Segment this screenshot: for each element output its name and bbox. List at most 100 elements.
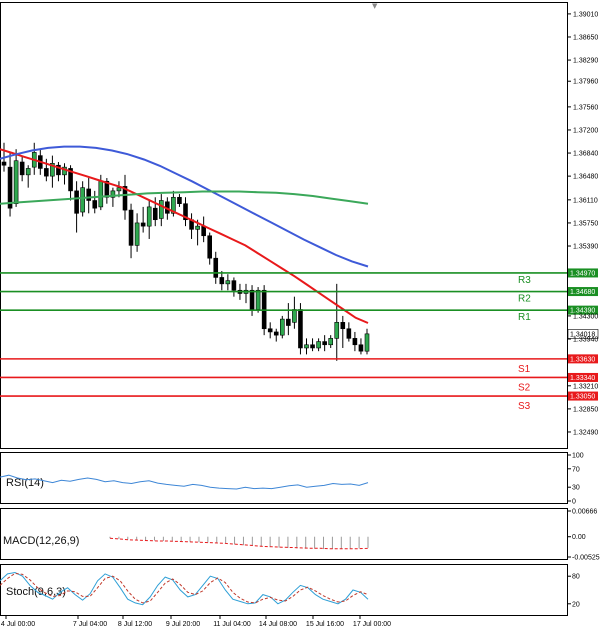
indicator-tick-label: 30 bbox=[572, 485, 580, 492]
time-tick-label: 8 Jul 12:00 bbox=[118, 621, 152, 628]
candle-body bbox=[279, 318, 285, 336]
candle-body bbox=[104, 180, 110, 198]
candle-body bbox=[286, 318, 291, 326]
candle-body bbox=[146, 206, 152, 227]
price-tick-label: 1.35390 bbox=[573, 244, 598, 251]
price-tick-label: 1.36840 bbox=[573, 151, 598, 158]
pivot-level-name: S2 bbox=[518, 382, 531, 393]
macd-panel: MACD(12,26,9) 0.00666 0.00 -0.00525 bbox=[3, 509, 600, 562]
time-tick-label: 7 Jul 04:00 bbox=[73, 621, 107, 628]
candle-body bbox=[219, 277, 225, 285]
pivot-level-price-box bbox=[568, 372, 598, 382]
indicator-tick-label: 70 bbox=[572, 466, 580, 473]
candle-body bbox=[98, 180, 104, 208]
indicator-tick-label: 20 bbox=[572, 601, 580, 608]
candle-body bbox=[56, 164, 61, 176]
candle-body bbox=[231, 280, 237, 291]
price-tick-label: 1.36110 bbox=[573, 197, 598, 204]
candle-body bbox=[298, 309, 303, 349]
candle-body bbox=[122, 186, 128, 211]
moving-average-line bbox=[0, 145, 369, 268]
candle-body bbox=[74, 190, 79, 214]
candle-body bbox=[346, 328, 352, 339]
pivot-level-price: 1.33340 bbox=[570, 375, 595, 382]
candle-body bbox=[358, 344, 364, 352]
indicator-tick-label: 0 bbox=[572, 499, 576, 506]
pivot-level-price-box bbox=[568, 354, 598, 364]
candle-body bbox=[116, 187, 122, 192]
candle-body bbox=[334, 322, 340, 339]
price-tick-label: 1.36480 bbox=[573, 174, 598, 181]
rsi-panel-frame bbox=[0, 452, 568, 504]
pivot-level-price-box bbox=[568, 287, 598, 297]
price-tick-label: 1.38290 bbox=[573, 58, 598, 65]
indicator-series-line bbox=[109, 537, 369, 550]
pivot-level-price-box bbox=[568, 391, 598, 401]
pivot-level-price: 1.33050 bbox=[570, 394, 595, 401]
candle-body bbox=[195, 225, 200, 230]
candle-body bbox=[50, 163, 55, 177]
pivot-level-name: R3 bbox=[518, 275, 531, 286]
candle-body bbox=[310, 344, 315, 349]
pivot-level-price-box bbox=[568, 305, 598, 315]
indicator-tick-label: 0.00 bbox=[572, 534, 586, 541]
candle-body bbox=[292, 309, 297, 323]
macd-title: MACD(12,26,9) bbox=[3, 535, 79, 547]
candle-body bbox=[328, 338, 334, 346]
candle-body bbox=[110, 190, 116, 198]
candle-body bbox=[267, 328, 273, 333]
price-panel-frame bbox=[0, 2, 568, 449]
rsi-panel: RSI(14) 100 70 30 0 bbox=[0, 453, 584, 506]
candle-body bbox=[213, 257, 219, 278]
candle-body bbox=[322, 341, 327, 346]
candle-body bbox=[340, 322, 346, 330]
pivot-level-name: S3 bbox=[518, 401, 531, 412]
pivot-level-name: R2 bbox=[518, 294, 531, 305]
candle-body bbox=[140, 222, 146, 227]
price-tick-label: 1.39010 bbox=[573, 11, 598, 18]
candle-body bbox=[134, 222, 140, 246]
candle-body bbox=[207, 235, 212, 259]
moving-average-line bbox=[0, 148, 369, 324]
candle-body bbox=[13, 160, 19, 204]
current-price-label: 1.34018 bbox=[570, 331, 595, 338]
time-tick-label: 11 Jul 04:00 bbox=[213, 621, 251, 628]
moving-average-line bbox=[0, 190, 369, 205]
candle-body bbox=[171, 196, 176, 214]
candle-body bbox=[25, 168, 31, 176]
indicator-tick-label: 100 bbox=[572, 453, 584, 460]
time-tick-label: 15 Jul 16:00 bbox=[306, 621, 344, 628]
price-tick-label: 1.32490 bbox=[573, 429, 598, 436]
candle-body bbox=[80, 187, 85, 213]
pivot-levels-group: R3 1.34970 R2 1.34680 R1 1.34390 S1 1.33630 S2 1.… bbox=[0, 268, 599, 412]
stoch-panel-frame bbox=[0, 564, 568, 616]
pivot-level-price: 1.33630 bbox=[570, 356, 595, 363]
price-tick-label: 1.33940 bbox=[573, 336, 598, 343]
rsi-title: RSI(14) bbox=[6, 477, 44, 489]
candle-body bbox=[183, 203, 188, 221]
price-tick-label: 1.37960 bbox=[573, 79, 598, 86]
current-price-box bbox=[567, 329, 599, 339]
candle-body bbox=[92, 200, 98, 209]
candle-body bbox=[352, 338, 358, 346]
price-tick-label: 1.35750 bbox=[573, 220, 598, 227]
indicator-tick-label: 80 bbox=[572, 574, 580, 581]
price-tick-label: 1.37560 bbox=[573, 104, 598, 111]
candle-body bbox=[86, 188, 91, 201]
candle-body bbox=[128, 209, 134, 246]
candle-body bbox=[68, 168, 73, 192]
time-tick-label: 9 Jul 20:00 bbox=[166, 621, 200, 628]
candle-body bbox=[1, 161, 7, 166]
candle-body bbox=[304, 344, 309, 349]
candle-body bbox=[255, 289, 261, 310]
stoch-title: Stoch(9,6,3) bbox=[6, 586, 66, 598]
candle-body bbox=[316, 341, 321, 349]
pivot-level-price: 1.34970 bbox=[570, 270, 595, 277]
candle-body bbox=[273, 331, 279, 336]
moving-averages-group bbox=[0, 145, 369, 324]
scroll-marker-icon: ▼ bbox=[372, 2, 378, 10]
pivot-level-name: S1 bbox=[518, 364, 531, 375]
candle-body bbox=[7, 166, 13, 209]
indicator-tick-label: -0.00525 bbox=[572, 555, 600, 562]
